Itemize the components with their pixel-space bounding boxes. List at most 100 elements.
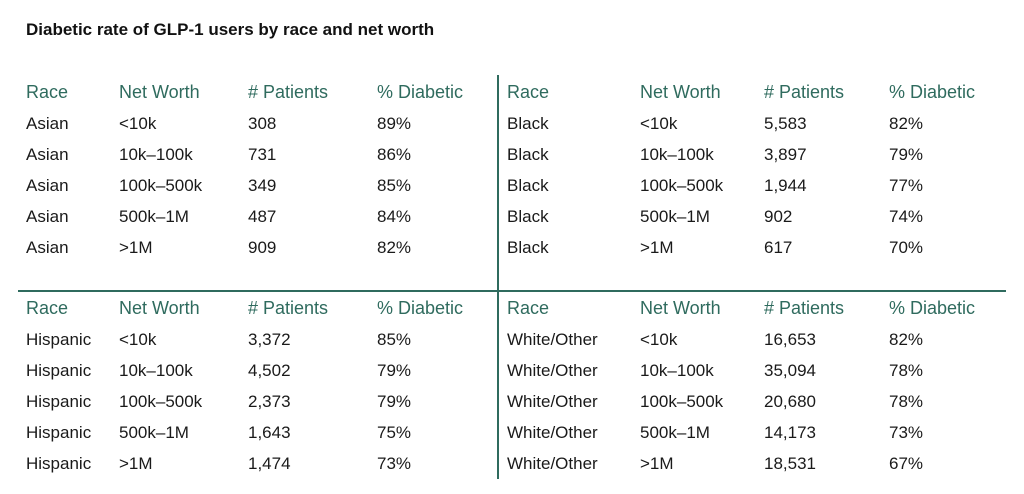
cell-net-worth: >1M xyxy=(640,237,674,257)
cell-net-worth: 10k–100k xyxy=(640,360,714,380)
cell-pct-diabetic: 73% xyxy=(889,422,924,442)
cell-patients: 487 xyxy=(248,206,277,226)
cell-pct-diabetic: 75% xyxy=(377,422,412,442)
table-row: Asian <10k 308 89% xyxy=(26,108,497,139)
chart-title: Diabetic rate of GLP-1 users by race and… xyxy=(26,20,435,39)
cell-patients: 20,680 xyxy=(764,391,816,411)
column-header-patients: # Patients xyxy=(764,297,845,318)
table-row: Hispanic 10k–100k 4,502 79% xyxy=(26,355,497,386)
cell-race: Black xyxy=(507,237,549,257)
horizontal-divider xyxy=(18,290,1006,292)
table-row: Asian 10k–100k 731 86% xyxy=(26,139,497,170)
cell-pct-diabetic: 82% xyxy=(889,329,924,349)
cell-pct-diabetic: 85% xyxy=(377,329,412,349)
cell-net-worth: <10k xyxy=(640,113,678,133)
cell-patients: 35,094 xyxy=(764,360,816,380)
cell-net-worth: 100k–500k xyxy=(640,175,724,195)
cell-net-worth: <10k xyxy=(119,329,157,349)
cell-patients: 1,474 xyxy=(248,453,291,473)
cell-pct-diabetic: 77% xyxy=(889,175,924,195)
cell-patients: 617 xyxy=(764,237,793,257)
cell-pct-diabetic: 74% xyxy=(889,206,924,226)
cell-race: Hispanic xyxy=(26,360,92,380)
cell-pct-diabetic: 78% xyxy=(889,391,924,411)
cell-pct-diabetic: 82% xyxy=(377,237,412,257)
column-header-pct-diabetic: % Diabetic xyxy=(889,81,976,102)
cell-pct-diabetic: 70% xyxy=(889,237,924,257)
cell-race: White/Other xyxy=(507,391,598,411)
cell-patients: 5,583 xyxy=(764,113,807,133)
cell-net-worth: 100k–500k xyxy=(640,391,724,411)
cell-patients: 308 xyxy=(248,113,277,133)
cell-pct-diabetic: 79% xyxy=(377,391,412,411)
cell-pct-diabetic: 79% xyxy=(377,360,412,380)
cell-race: Hispanic xyxy=(26,422,92,442)
table-row: White/Other 500k–1M 14,173 73% xyxy=(507,417,1004,448)
cell-race: Hispanic xyxy=(26,329,92,349)
cell-race: Asian xyxy=(26,113,69,133)
cell-pct-diabetic: 85% xyxy=(377,175,412,195)
table-row: Asian >1M 909 82% xyxy=(26,232,497,263)
cell-patients: 1,643 xyxy=(248,422,291,442)
table-row: White/Other 10k–100k 35,094 78% xyxy=(507,355,1004,386)
cell-race: Black xyxy=(507,206,549,226)
table-row: Asian 100k–500k 349 85% xyxy=(26,170,497,201)
column-header-race: Race xyxy=(507,297,550,318)
table-row: Black >1M 617 70% xyxy=(507,232,1004,263)
header-row: Race Net Worth # Patients % Diabetic xyxy=(507,292,1004,324)
vertical-divider xyxy=(497,75,499,479)
cell-net-worth: 500k–1M xyxy=(640,206,710,226)
cell-race: White/Other xyxy=(507,453,598,473)
cell-race: Hispanic xyxy=(26,453,92,473)
cell-patients: 14,173 xyxy=(764,422,816,442)
cell-patients: 1,944 xyxy=(764,175,807,195)
table-row: Hispanic <10k 3,372 85% xyxy=(26,324,497,355)
cell-net-worth: 100k–500k xyxy=(119,175,203,195)
column-header-patients: # Patients xyxy=(248,81,329,102)
cell-pct-diabetic: 78% xyxy=(889,360,924,380)
cell-patients: 731 xyxy=(248,144,277,164)
cell-race: Hispanic xyxy=(26,391,92,411)
column-header-race: Race xyxy=(26,297,69,318)
cell-race: Asian xyxy=(26,144,69,164)
quadrant-white-other-table: Race Net Worth # Patients % Diabetic White/O… xyxy=(507,292,1004,479)
table-row: Black 100k–500k 1,944 77% xyxy=(507,170,1004,201)
table-row: Asian 500k–1M 487 84% xyxy=(26,201,497,232)
cell-net-worth: 10k–100k xyxy=(119,144,193,164)
table-row: Black 10k–100k 3,897 79% xyxy=(507,139,1004,170)
column-header-pct-diabetic: % Diabetic xyxy=(889,297,976,318)
cell-net-worth: >1M xyxy=(119,237,153,257)
column-header-net-worth: Net Worth xyxy=(640,297,721,318)
column-header-race: Race xyxy=(507,81,550,102)
cell-patients: 16,653 xyxy=(764,329,816,349)
column-header-patients: # Patients xyxy=(764,81,845,102)
cell-pct-diabetic: 67% xyxy=(889,453,924,473)
cell-net-worth: >1M xyxy=(119,453,153,473)
header-row: Race Net Worth # Patients % Diabetic xyxy=(26,292,497,324)
cell-patients: 2,373 xyxy=(248,391,291,411)
cell-race: Black xyxy=(507,144,549,164)
cell-pct-diabetic: 84% xyxy=(377,206,412,226)
table-row: Hispanic 100k–500k 2,373 79% xyxy=(26,386,497,417)
cell-race: White/Other xyxy=(507,422,598,442)
table-row: Black 500k–1M 902 74% xyxy=(507,201,1004,232)
cell-patients: 18,531 xyxy=(764,453,816,473)
column-header-race: Race xyxy=(26,81,69,102)
quadrant-hispanic-table: Race Net Worth # Patients % Diabetic Hispani… xyxy=(26,292,497,479)
table-row: White/Other >1M 18,531 67% xyxy=(507,448,1004,479)
table-row: Black <10k 5,583 82% xyxy=(507,108,1004,139)
cell-pct-diabetic: 73% xyxy=(377,453,412,473)
cell-net-worth: 100k–500k xyxy=(119,391,203,411)
cell-race: White/Other xyxy=(507,329,598,349)
column-header-net-worth: Net Worth xyxy=(119,81,200,102)
cell-net-worth: 10k–100k xyxy=(640,144,714,164)
cell-race: White/Other xyxy=(507,360,598,380)
cell-patients: 909 xyxy=(248,237,277,257)
cell-net-worth: <10k xyxy=(119,113,157,133)
cell-net-worth: 500k–1M xyxy=(119,422,189,442)
header-row: Race Net Worth # Patients % Diabetic xyxy=(507,76,1004,108)
column-header-net-worth: Net Worth xyxy=(119,297,200,318)
cell-patients: 349 xyxy=(248,175,277,195)
table-row: White/Other 100k–500k 20,680 78% xyxy=(507,386,1004,417)
cell-patients: 4,502 xyxy=(248,360,291,380)
